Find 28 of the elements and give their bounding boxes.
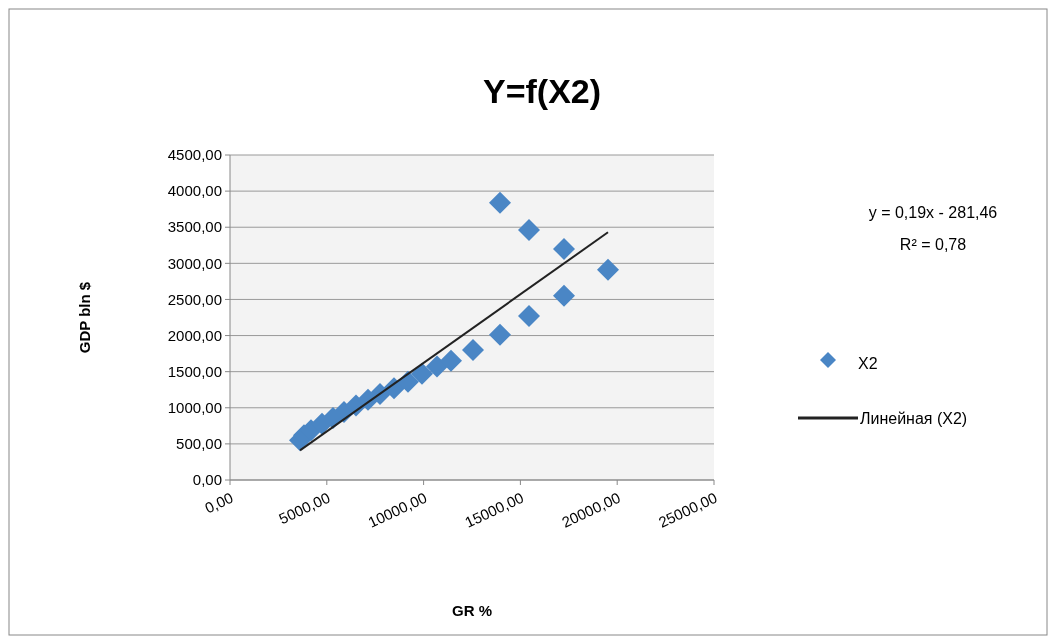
point <box>518 219 540 242</box>
y-tick-label: 500,00 <box>176 435 222 453</box>
text: y = 0,19x - 281,46 <box>868 204 998 221</box>
point <box>518 305 540 328</box>
point <box>462 339 485 361</box>
y-tick-label: 3000,00 <box>167 254 222 272</box>
point <box>597 258 619 281</box>
y-tick-label: 4500,00 <box>167 146 222 164</box>
point <box>410 362 433 385</box>
point <box>488 323 511 346</box>
chart-title: Y=f(X2) <box>482 72 602 110</box>
y-tick-label: 4000,00 <box>167 182 222 200</box>
point <box>553 284 575 307</box>
y-axis-title: GDP bln $ <box>76 281 93 354</box>
y-tick-label: 0,00 <box>192 471 222 489</box>
y-tick-label: 2000,00 <box>167 326 222 344</box>
text: R² = 0,78 <box>899 236 967 253</box>
y-tick-label: 1000,00 <box>167 399 222 417</box>
legend-label: X2 <box>858 354 878 372</box>
y-tick-label: 2500,00 <box>167 290 222 308</box>
y-tick-label: 1500,00 <box>167 362 222 380</box>
point <box>488 191 511 214</box>
y-tick-label: 3500,00 <box>167 218 222 236</box>
point <box>553 237 575 260</box>
x-axis-title: GR % <box>451 602 493 619</box>
point <box>439 349 462 372</box>
point <box>426 355 448 378</box>
legend-label: Линейная (X2) <box>860 409 968 427</box>
